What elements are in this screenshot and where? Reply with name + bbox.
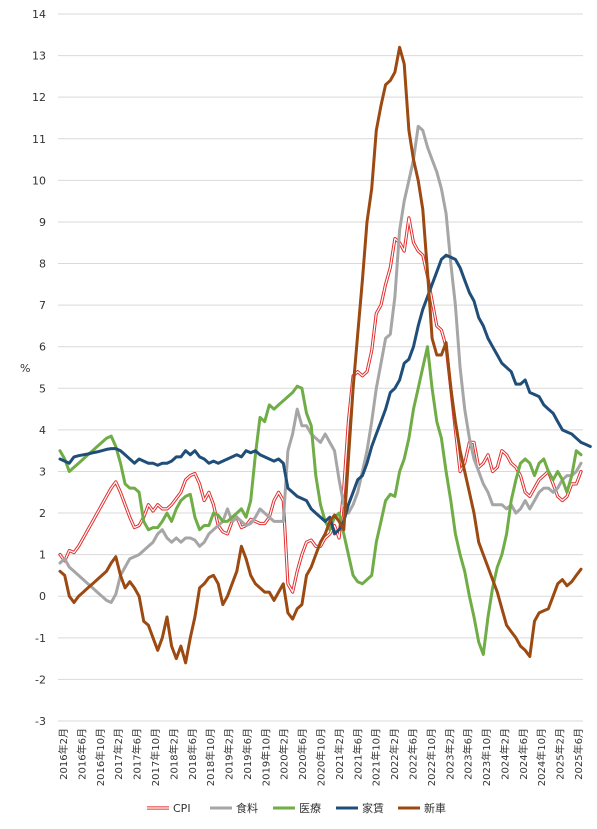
x-tick-label: 2018年10月	[204, 728, 217, 786]
x-tick-label: 2016年6月	[75, 728, 88, 780]
series-line-4	[58, 45, 583, 665]
y-tick-label: -1	[35, 632, 46, 645]
x-tick-label: 2020年6月	[296, 728, 309, 780]
x-tick-label: 2021年10月	[370, 728, 383, 786]
x-tick-label: 2025年2月	[554, 728, 567, 780]
y-tick-label: 9	[39, 216, 46, 229]
x-axis-ticks: 2016年2月 2016年6月 2016年10月 2017年2月 2017年6月 2017…	[57, 728, 585, 786]
x-tick-label: 2019年10月	[259, 728, 272, 786]
series-line-0	[58, 216, 583, 594]
x-tick-label: 2022年2月	[388, 728, 401, 780]
y-tick-label: 14	[32, 8, 46, 21]
legend-label-3: 家賃	[362, 801, 384, 815]
x-tick-label: 2017年10月	[149, 728, 162, 786]
y-tick-label: 11	[32, 133, 46, 146]
x-tick-label: 2021年6月	[351, 728, 364, 780]
x-tick-label: 2023年2月	[443, 728, 456, 780]
y-tick-label: 10	[32, 174, 46, 187]
x-tick-label: 2025年6月	[572, 728, 585, 780]
y-tick-label: -2	[35, 673, 46, 686]
y-axis-label: %	[20, 362, 30, 375]
legend-label-1: 食料	[236, 801, 258, 815]
series-line-0-inner	[59, 217, 582, 593]
y-tick-label: 3	[39, 465, 46, 478]
x-tick-label: 2022年6月	[406, 728, 419, 780]
x-tick-label: 2024年10月	[535, 728, 548, 786]
x-tick-label: 2024年6月	[517, 728, 530, 780]
x-tick-label: 2018年6月	[186, 728, 199, 780]
x-tick-label: 2019年6月	[241, 728, 254, 780]
x-tick-label: 2018年2月	[167, 728, 180, 780]
x-tick-label: 2021年2月	[333, 728, 346, 780]
x-tick-label: 2024年2月	[498, 728, 511, 780]
x-tick-label: 2020年2月	[278, 728, 291, 780]
y-tick-label: 5	[39, 382, 46, 395]
x-tick-label: 2017年2月	[112, 728, 125, 780]
x-tick-label: 2020年10月	[315, 728, 328, 786]
y-tick-label: -3	[35, 715, 46, 728]
x-tick-label: 2017年6月	[131, 728, 144, 780]
legend-label-0: CPI	[173, 802, 191, 815]
x-tick-label: 2023年10月	[480, 728, 493, 786]
y-tick-label: 2	[39, 507, 46, 520]
y-tick-label: 1	[39, 549, 46, 562]
series-line-1	[58, 124, 583, 604]
y-tick-label: 6	[39, 341, 46, 354]
x-tick-label: 2016年10月	[94, 728, 107, 786]
x-tick-label: 2019年2月	[223, 728, 236, 780]
y-tick-label: 13	[32, 50, 46, 63]
series-lines	[58, 45, 592, 665]
y-tick-label: 7	[39, 299, 46, 312]
x-tick-label: 2016年2月	[57, 728, 70, 780]
legend-label-2: 医療	[299, 801, 321, 815]
legend-label-4: 新車	[424, 801, 446, 815]
series-line-3	[58, 253, 592, 536]
y-tick-label: 8	[39, 258, 46, 271]
y-tick-label: 4	[39, 424, 46, 437]
y-tick-label: 12	[32, 91, 46, 104]
x-tick-label: 2023年6月	[462, 728, 475, 780]
legend: CPI 食料 医療 家賃 新車	[147, 801, 446, 815]
x-tick-label: 2022年10月	[425, 728, 438, 786]
y-tick-label: 0	[39, 590, 46, 603]
